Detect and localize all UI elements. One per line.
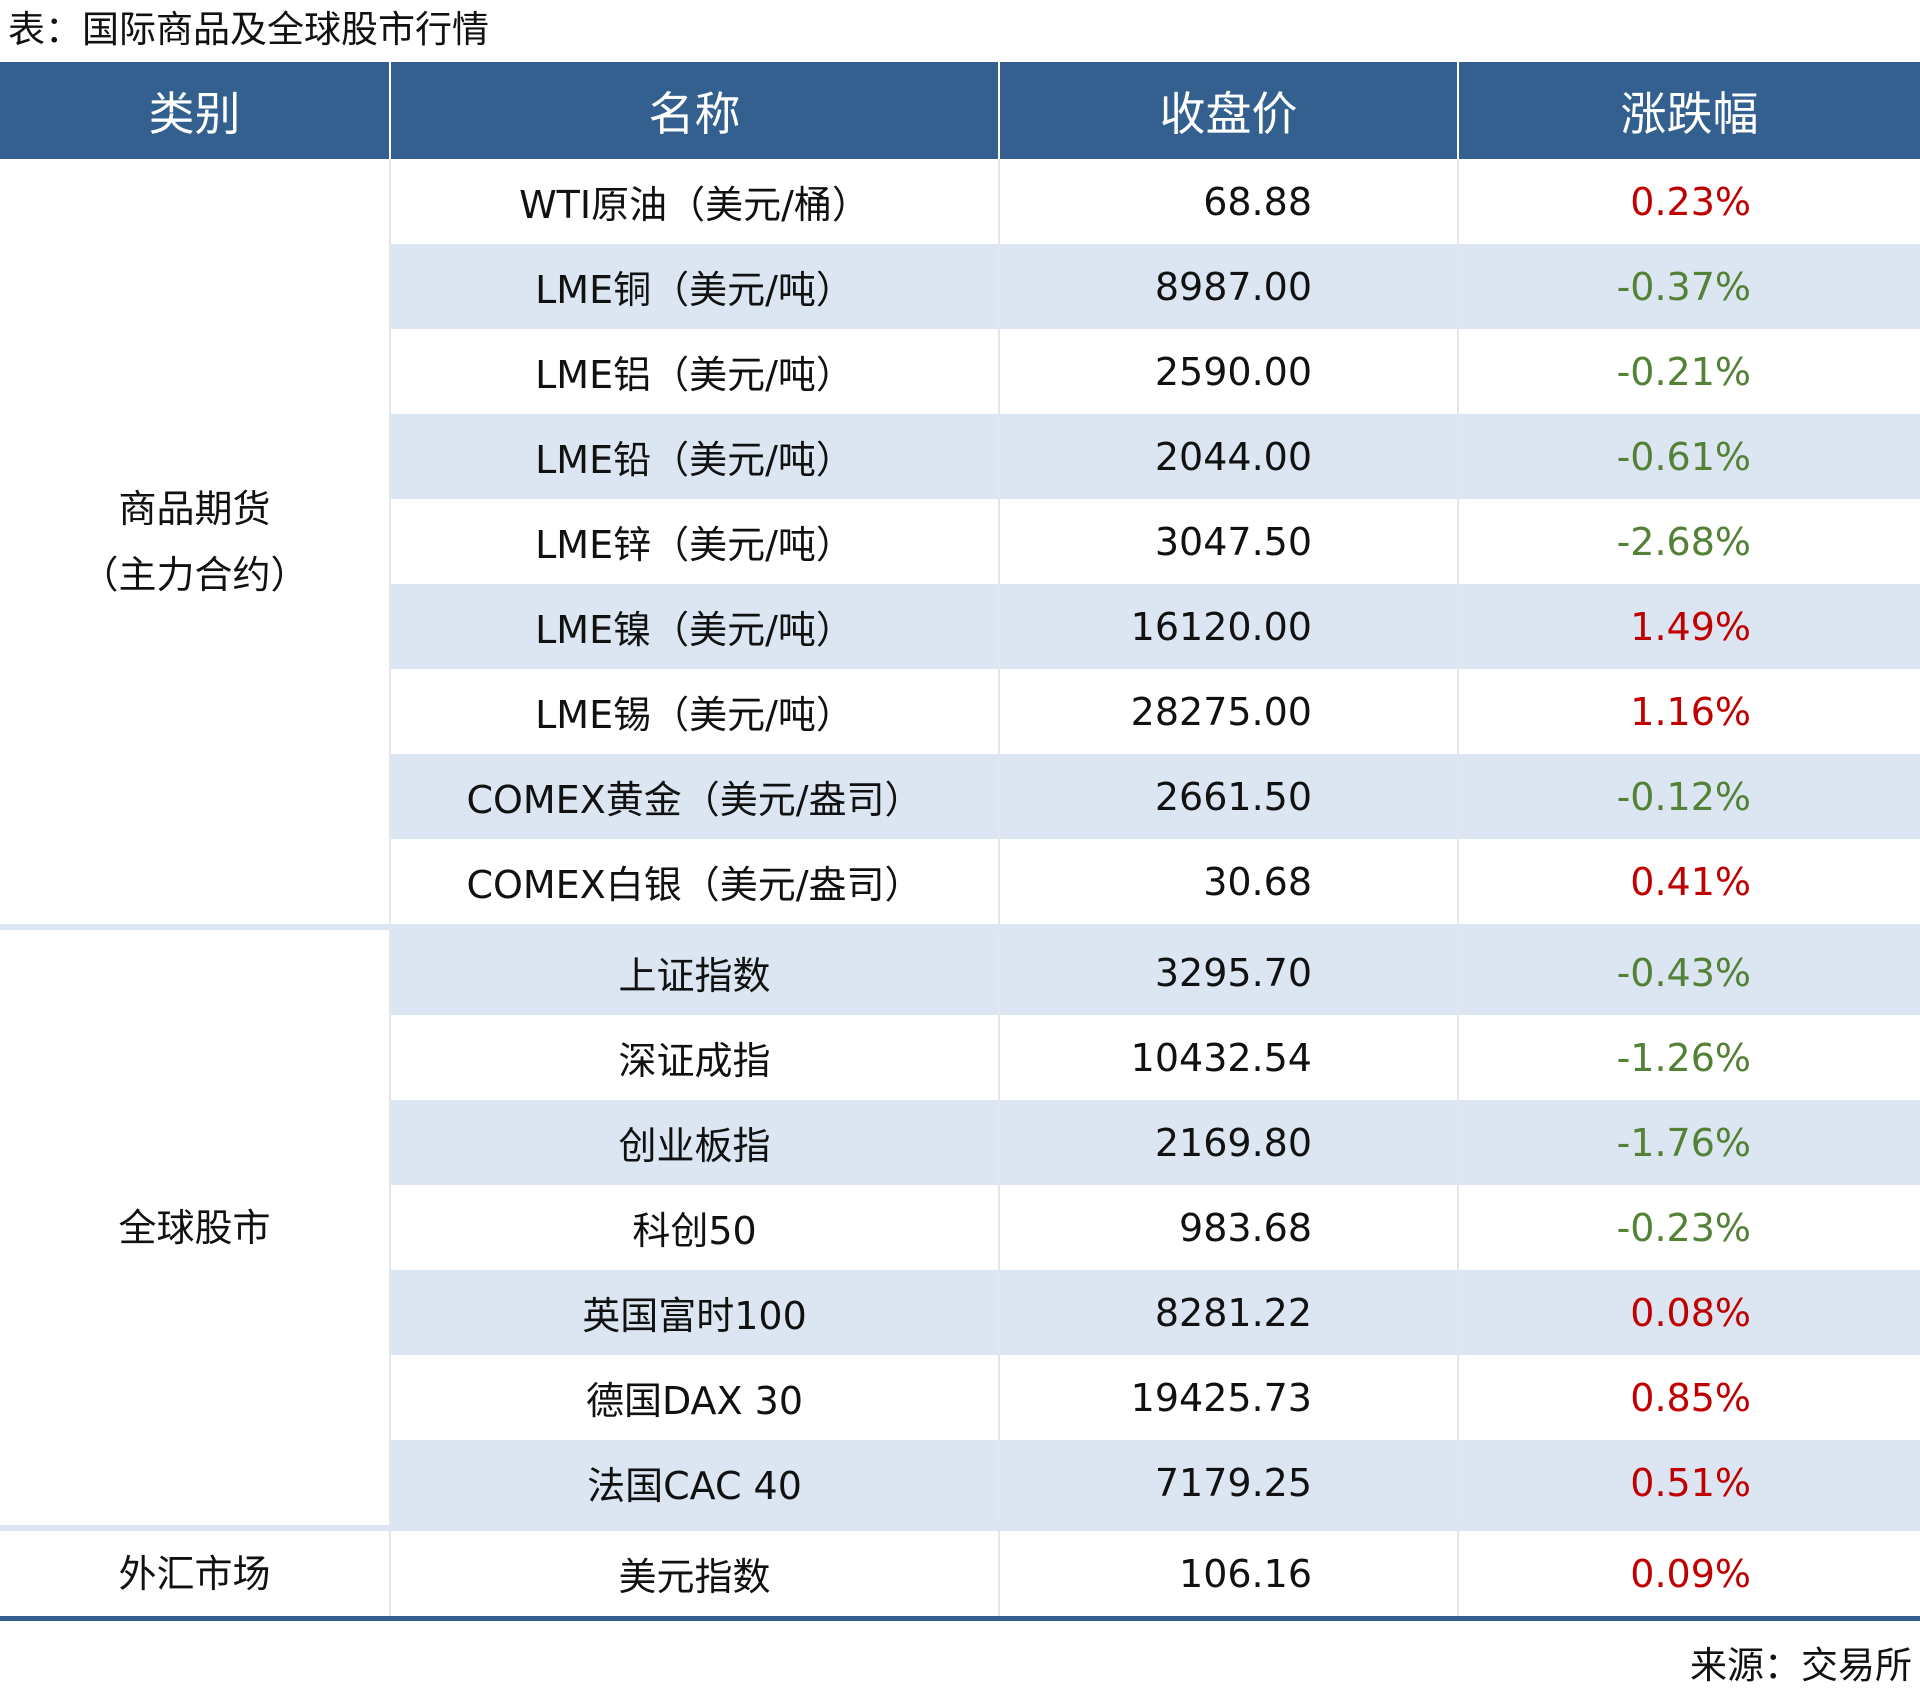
price-cell: 16120.00: [998, 584, 1458, 669]
column-header: 收盘价: [998, 62, 1458, 159]
change-cell: 1.49%: [1457, 584, 1920, 669]
change-cell: 0.51%: [1457, 1440, 1920, 1528]
table-title: 表：国际商品及全球股市行情: [8, 8, 489, 51]
column-header: 类别: [0, 62, 390, 159]
name-cell: 美元指数: [389, 1525, 999, 1621]
price-cell: 19425.73: [998, 1355, 1458, 1440]
data-row: 创业板指 2169.80 -1.76%: [0, 1100, 1920, 1185]
change-cell: -0.37%: [1457, 244, 1920, 329]
data-row: 外汇市场 美元指数 106.16 0.09%: [0, 1525, 1920, 1621]
quote-table: 类别 名称 收盘价 涨跌幅 商品期货 （主力合约） WTI原油（美元/桶） 68.88 0.2…: [0, 62, 1920, 1621]
price-cell: 2169.80: [998, 1100, 1458, 1185]
price-cell: 2044.00: [998, 414, 1458, 499]
data-row: LME铝（美元/吨） 2590.00 -0.21%: [0, 329, 1920, 414]
price-cell: 3047.50: [998, 499, 1458, 584]
header-row: 类别 名称 收盘价 涨跌幅: [0, 62, 1920, 159]
data-row: LME铅（美元/吨） 2044.00 -0.61%: [0, 414, 1920, 499]
price-cell: 8987.00: [998, 244, 1458, 329]
data-row: COMEX黄金（美元/盎司） 2661.50 -0.12%: [0, 754, 1920, 839]
price-cell: 8281.22: [998, 1270, 1458, 1355]
change-cell: -0.43%: [1457, 924, 1920, 1015]
name-cell: LME铝（美元/吨）: [389, 329, 999, 414]
data-row: 法国CAC 40 7179.25 0.51%: [0, 1440, 1920, 1528]
name-cell: 创业板指: [389, 1100, 999, 1185]
category-line: 商品期货: [118, 486, 271, 531]
change-cell: -1.26%: [1457, 1015, 1920, 1100]
change-cell: -0.21%: [1457, 329, 1920, 414]
name-cell: COMEX白银（美元/盎司）: [389, 839, 999, 927]
data-row: LME锡（美元/吨） 28275.00 1.16%: [0, 669, 1920, 754]
change-cell: 0.08%: [1457, 1270, 1920, 1355]
price-cell: 106.16: [998, 1525, 1458, 1621]
name-cell: 法国CAC 40: [389, 1440, 999, 1528]
data-row: COMEX白银（美元/盎司） 30.68 0.41%: [0, 839, 1920, 927]
name-cell: LME镍（美元/吨）: [389, 584, 999, 669]
name-cell: LME锌（美元/吨）: [389, 499, 999, 584]
change-cell: -0.12%: [1457, 754, 1920, 839]
price-cell: 30.68: [998, 839, 1458, 927]
column-header: 涨跌幅: [1457, 62, 1920, 159]
change-cell: -0.23%: [1457, 1185, 1920, 1270]
name-cell: 深证成指: [389, 1015, 999, 1100]
category-cell: 商品期货 （主力合约）: [0, 159, 390, 927]
name-cell: LME铜（美元/吨）: [389, 244, 999, 329]
data-row: 科创50 983.68 -0.23%: [0, 1185, 1920, 1270]
change-cell: -0.61%: [1457, 414, 1920, 499]
category-line: （主力合约）: [80, 552, 309, 597]
price-cell: 2661.50: [998, 754, 1458, 839]
price-cell: 68.88: [998, 159, 1458, 244]
name-cell: WTI原油（美元/桶）: [389, 159, 999, 244]
name-cell: 英国富时100: [389, 1270, 999, 1355]
data-row: LME铜（美元/吨） 8987.00 -0.37%: [0, 244, 1920, 329]
name-cell: 德国DAX 30: [389, 1355, 999, 1440]
name-cell: 科创50: [389, 1185, 999, 1270]
price-cell: 7179.25: [998, 1440, 1458, 1528]
category-cell: 全球股市: [0, 924, 390, 1528]
data-row: 商品期货 （主力合约） WTI原油（美元/桶） 68.88 0.23%: [0, 159, 1920, 927]
change-cell: -1.76%: [1457, 1100, 1920, 1185]
data-row: LME镍（美元/吨） 16120.00 1.49%: [0, 584, 1920, 669]
category-line: 全球股市: [118, 1205, 271, 1250]
category-line: 外汇市场: [118, 1551, 271, 1596]
table-body: 商品期货 （主力合约） WTI原油（美元/桶） 68.88 0.23% LME铜（美元/吨…: [0, 159, 1920, 1621]
price-cell: 28275.00: [998, 669, 1458, 754]
data-row: 英国富时100 8281.22 0.08%: [0, 1270, 1920, 1355]
data-row: 全球股市 上证指数 3295.70 -0.43%: [0, 924, 1920, 1528]
price-cell: 3295.70: [998, 924, 1458, 1015]
source-note: 来源：交易所: [1690, 1644, 1912, 1687]
change-cell: 0.41%: [1457, 839, 1920, 927]
category-cell: 外汇市场: [0, 1525, 390, 1621]
data-row: 德国DAX 30 19425.73 0.85%: [0, 1355, 1920, 1440]
change-cell: 0.09%: [1457, 1525, 1920, 1621]
name-cell: COMEX黄金（美元/盎司）: [389, 754, 999, 839]
change-cell: 0.85%: [1457, 1355, 1920, 1440]
column-header: 名称: [389, 62, 999, 159]
price-cell: 2590.00: [998, 329, 1458, 414]
name-cell: 上证指数: [389, 924, 999, 1015]
data-row: LME锌（美元/吨） 3047.50 -2.68%: [0, 499, 1920, 584]
change-cell: 1.16%: [1457, 669, 1920, 754]
change-cell: -2.68%: [1457, 499, 1920, 584]
name-cell: LME铅（美元/吨）: [389, 414, 999, 499]
name-cell: LME锡（美元/吨）: [389, 669, 999, 754]
change-cell: 0.23%: [1457, 159, 1920, 244]
price-cell: 10432.54: [998, 1015, 1458, 1100]
data-row: 深证成指 10432.54 -1.26%: [0, 1015, 1920, 1100]
price-cell: 983.68: [998, 1185, 1458, 1270]
